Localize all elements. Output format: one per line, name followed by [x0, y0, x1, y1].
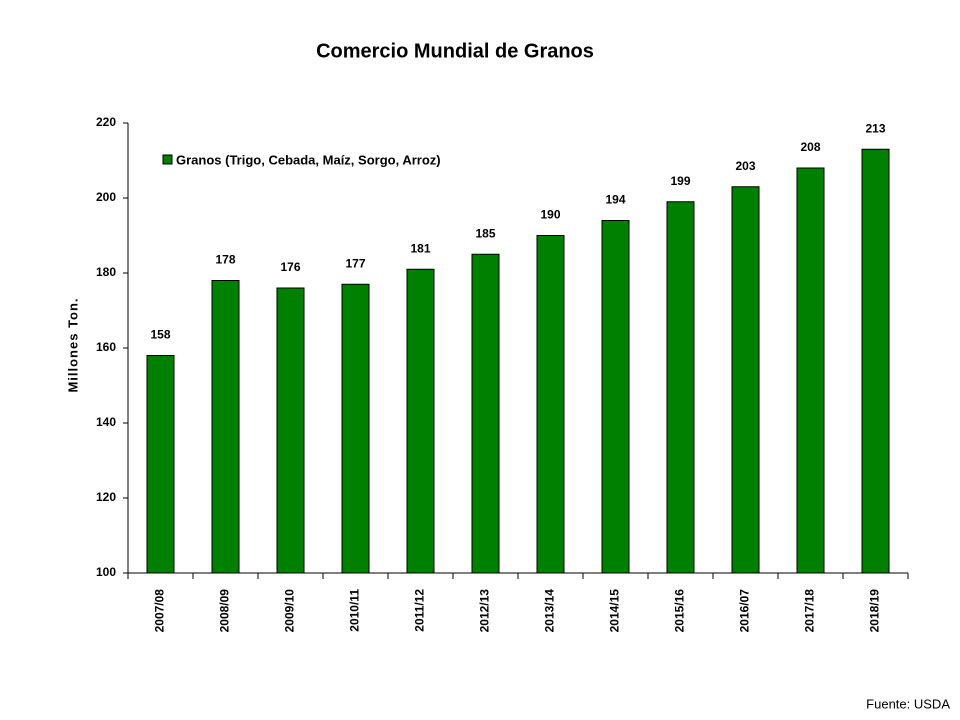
x-tick-label: 2011/12	[413, 589, 427, 632]
legend-label: Granos (Trigo, Cebada, Maíz, Sorgo, Arro…	[176, 152, 441, 167]
x-tick-label: 2018/19	[868, 589, 882, 633]
y-tick-label: 140	[96, 415, 116, 429]
source: Fuente: USDA	[866, 696, 950, 711]
y-tick-label: 180	[96, 265, 116, 279]
x-tick-label: 2010/11	[348, 589, 362, 632]
data-label: 158	[150, 328, 170, 342]
data-label: 190	[540, 208, 560, 222]
x-tick-label: 2015/16	[673, 589, 687, 633]
x-tick-label: 2016/07	[738, 589, 752, 633]
chart-title: Comercio Mundial de Granos	[316, 40, 594, 62]
y-tick-label: 160	[96, 340, 116, 354]
data-label: 181	[410, 241, 430, 255]
y-tick-label: 120	[96, 490, 116, 504]
y-tick-label: 200	[96, 190, 116, 204]
y-tick-label: 100	[96, 565, 116, 579]
y-axis-label: Millones Ton.	[65, 297, 80, 392]
y-tick-label: 220	[96, 115, 116, 129]
bar	[146, 355, 175, 574]
bar	[666, 201, 695, 574]
data-label: 177	[345, 256, 365, 270]
data-label: 208	[800, 140, 820, 154]
x-tick-label: 2013/14	[543, 589, 557, 633]
bar	[471, 253, 500, 574]
bar	[341, 283, 370, 574]
bar	[406, 268, 435, 574]
data-label: 194	[605, 193, 625, 207]
data-label: 178	[215, 253, 235, 267]
bar	[211, 280, 240, 574]
bar	[601, 220, 630, 574]
data-label: 213	[865, 121, 885, 135]
bar	[536, 235, 565, 574]
data-label: 176	[280, 260, 300, 274]
x-tick-label: 2017/18	[803, 589, 817, 633]
data-label: 199	[670, 174, 690, 188]
x-tick-label: 2007/08	[153, 589, 167, 633]
data-label: 185	[475, 226, 495, 240]
legend-swatch	[162, 154, 173, 165]
bar	[796, 167, 825, 574]
x-tick-label: 2014/15	[608, 589, 622, 633]
x-tick-label: 2008/09	[218, 589, 232, 633]
data-label: 203	[735, 159, 755, 173]
bar	[276, 287, 305, 574]
x-tick-label: 2012/13	[478, 589, 492, 633]
bar	[861, 148, 890, 574]
bar	[731, 186, 760, 574]
x-tick-label: 2009/10	[283, 589, 297, 633]
